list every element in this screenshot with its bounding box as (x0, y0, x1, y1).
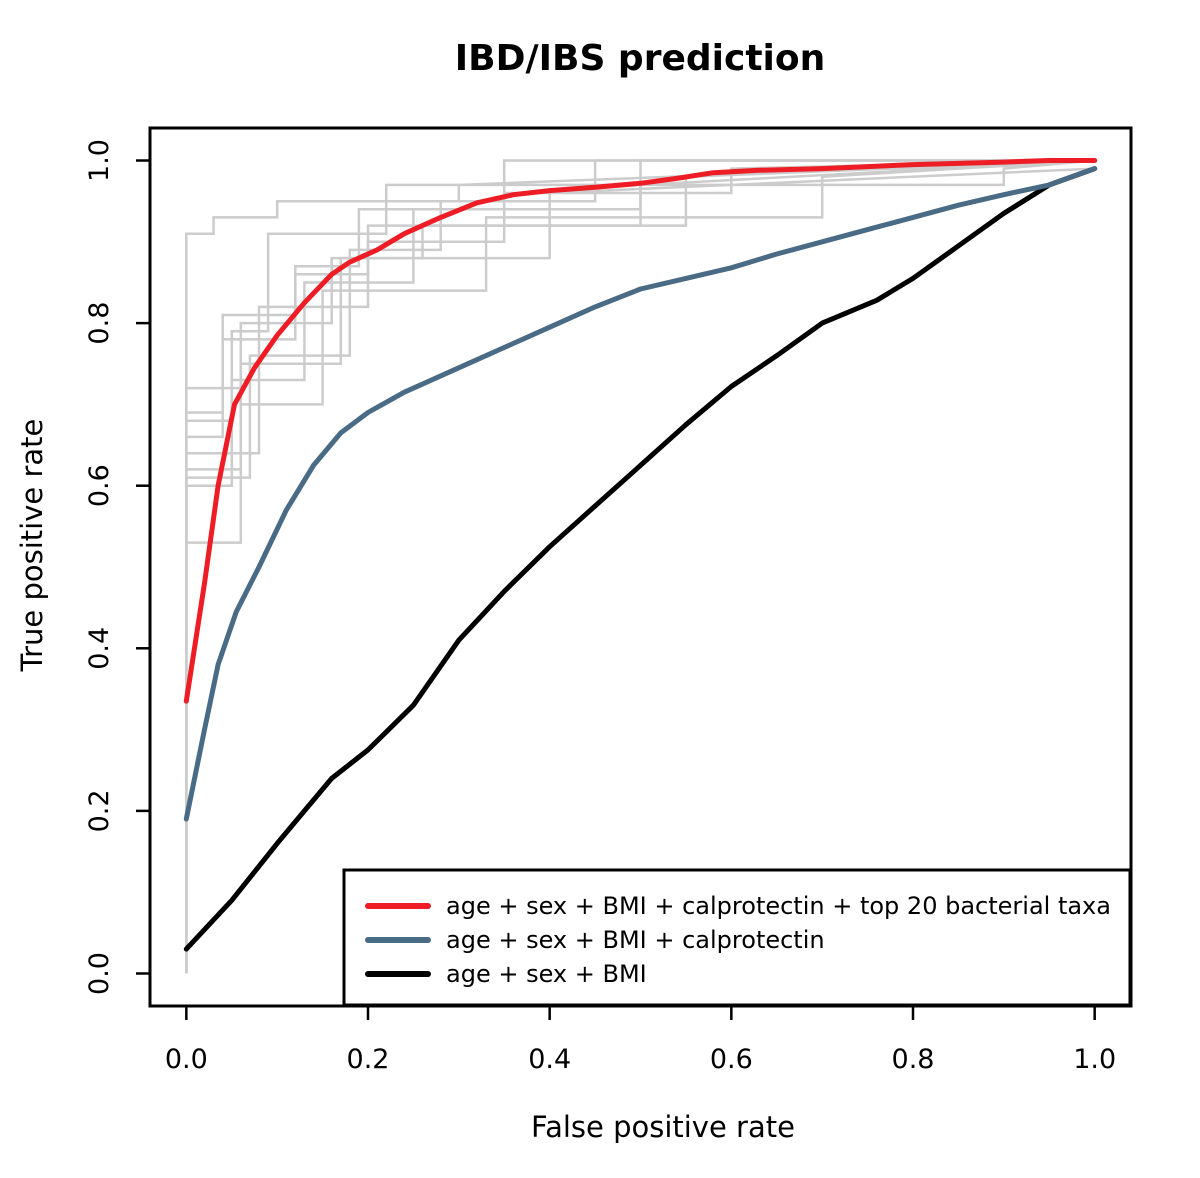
background-roc-curve-1 (185, 167, 1095, 974)
y-tick-label: 1.0 (84, 139, 115, 182)
y-tick-label: 0.4 (84, 627, 115, 670)
series-line-1 (183, 166, 1098, 822)
y-tick-label: 0.2 (84, 789, 115, 832)
x-tick-label: 0.6 (710, 1044, 753, 1075)
legend-entry-1: age + sex + BMI + calprotectin (446, 926, 825, 954)
y-axis-ticks: 0.0 0.2 0.4 0.6 0.8 1.0 (84, 139, 150, 995)
series-lines (183, 158, 1098, 952)
background-roc-curve-9 (185, 159, 1095, 974)
legend-entry-0: age + sex + BMI + calprotectin + top 20 … (446, 892, 1111, 920)
series-line-2 (183, 166, 1098, 952)
y-tick-label: 0.6 (84, 464, 115, 507)
y-tick-label: 0.0 (84, 952, 115, 995)
chart-title: IBD/IBS prediction (455, 38, 825, 79)
x-axis-label: False positive rate (531, 1110, 795, 1144)
background-roc-curve-4 (185, 159, 1095, 974)
legend-entry-2: age + sex + BMI (446, 960, 647, 988)
y-tick-label: 0.8 (84, 302, 115, 345)
x-tick-label: 0.0 (165, 1044, 208, 1075)
x-tick-label: 0.2 (347, 1044, 390, 1075)
series-line-0 (183, 158, 1098, 704)
x-tick-label: 1.0 (1073, 1044, 1116, 1075)
y-axis-label: True positive rate (15, 419, 49, 673)
x-tick-label: 0.8 (892, 1044, 935, 1075)
background-roc-curve-0 (185, 159, 1095, 974)
x-axis-ticks: 0.0 0.2 0.4 0.6 0.8 1.0 (165, 1006, 1116, 1075)
legend-box (342, 868, 1132, 1007)
background-roc-curve-7 (185, 159, 1095, 974)
x-tick-label: 0.4 (528, 1044, 571, 1075)
legend: age + sex + BMI + calprotectin + top 20 … (342, 868, 1132, 1007)
